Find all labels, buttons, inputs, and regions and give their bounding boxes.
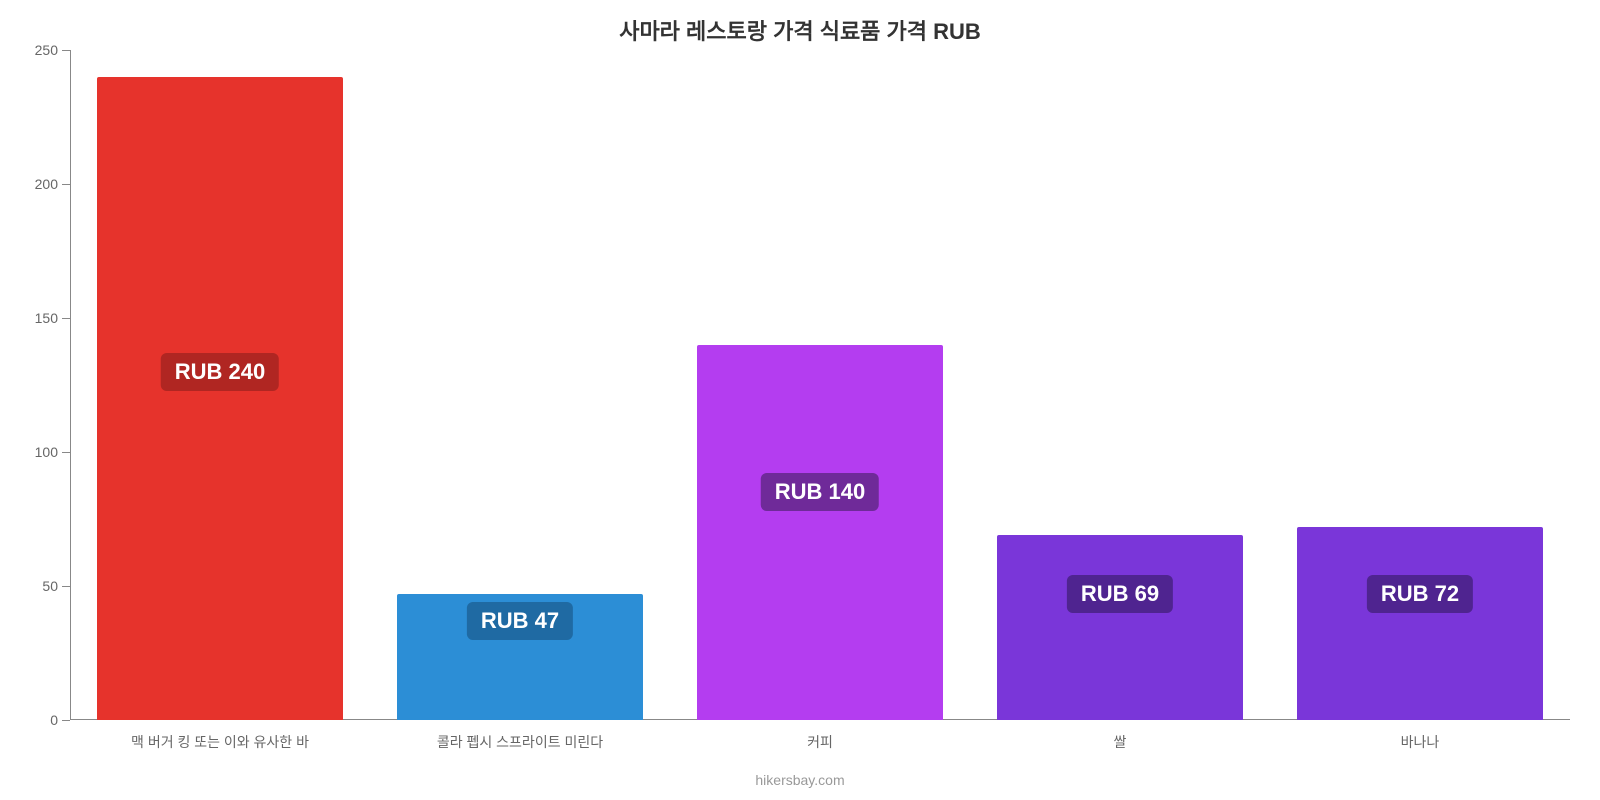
bar-slot: RUB 47 [370, 50, 670, 720]
x-axis-label: 바나나 [1270, 732, 1570, 752]
value-badge: RUB 69 [1067, 575, 1173, 613]
y-tick-label: 250 [35, 42, 58, 58]
attribution-text: hikersbay.com [0, 772, 1600, 788]
y-tick [62, 720, 70, 721]
bar [97, 77, 343, 720]
value-badge: RUB 140 [761, 473, 879, 511]
chart-title: 사마라 레스토랑 가격 식료품 가격 RUB [0, 14, 1600, 46]
y-tick [62, 318, 70, 319]
value-badge: RUB 240 [161, 353, 279, 391]
value-badge: RUB 47 [467, 602, 573, 640]
value-badge: RUB 72 [1367, 575, 1473, 613]
y-tick-label: 200 [35, 176, 58, 192]
plot-area: 050100150200250 RUB 240RUB 47RUB 140RUB … [70, 50, 1570, 720]
y-tick-label: 150 [35, 310, 58, 326]
y-tick-label: 0 [50, 712, 58, 728]
x-axis-label: 쌀 [970, 732, 1270, 752]
x-axis-label: 콜라 펩시 스프라이트 미린다 [370, 732, 670, 752]
bar-slot: RUB 240 [70, 50, 370, 720]
bar [697, 345, 943, 720]
x-axis-label: 커피 [670, 732, 970, 752]
bar-slot: RUB 72 [1270, 50, 1570, 720]
y-tick [62, 50, 70, 51]
y-tick [62, 184, 70, 185]
y-tick-label: 50 [42, 578, 58, 594]
y-tick-label: 100 [35, 444, 58, 460]
y-tick [62, 452, 70, 453]
bar-slot: RUB 140 [670, 50, 970, 720]
x-axis-label: 맥 버거 킹 또는 이와 유사한 바 [70, 732, 370, 752]
bar [997, 535, 1243, 720]
price-bar-chart: 사마라 레스토랑 가격 식료품 가격 RUB 0 50 100 150 200 250 R… [0, 0, 1600, 800]
y-tick [62, 586, 70, 587]
bars-container: RUB 240 RUB 47 RUB 140 RUB 69 RUB 72 [70, 50, 1570, 720]
bar-slot: RUB 69 [970, 50, 1270, 720]
x-labels: 맥 버거 킹 또는 이와 유사한 바콜라 펩시 스프라이트 미린다커피쌀바나나 [70, 732, 1570, 752]
bar [1297, 527, 1543, 720]
